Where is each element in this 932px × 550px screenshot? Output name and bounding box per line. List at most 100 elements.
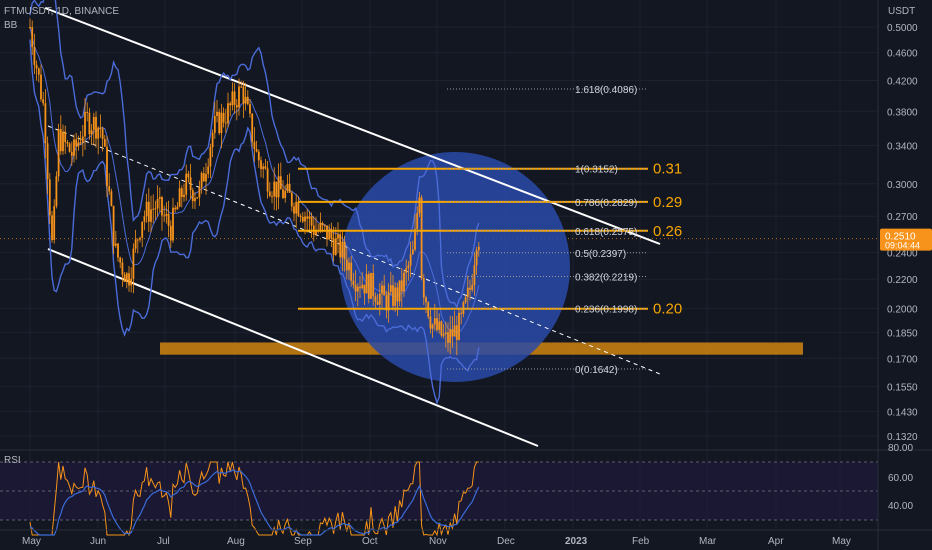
candle-body	[213, 116, 216, 133]
candle-body	[200, 173, 203, 188]
level-label-2: 0.26	[653, 223, 682, 240]
time-tick-5: Oct	[362, 536, 378, 547]
candle-body	[299, 215, 302, 218]
time-axis[interactable]: May Jun Jul Aug Sep Oct Nov Dec 2023 Feb Mar Apr May	[0, 529, 932, 547]
candle-body	[48, 179, 51, 216]
candle-body	[90, 130, 93, 135]
candle-body	[44, 103, 47, 144]
candle-body	[310, 216, 313, 226]
rsi-line	[29, 461, 479, 537]
price-badge-bg	[880, 228, 932, 251]
candle-body	[323, 225, 326, 227]
time-tick-10: Mar	[699, 536, 717, 547]
candle-body	[372, 272, 375, 297]
candle-body	[414, 229, 416, 250]
channel-upper	[44, 7, 661, 245]
candle-body	[405, 268, 408, 273]
candle-body	[451, 329, 454, 337]
candle-body	[422, 278, 425, 298]
candle-body	[469, 287, 471, 290]
candle-body	[46, 143, 49, 180]
candle-body	[55, 176, 58, 207]
candle-body	[211, 132, 214, 148]
price-tick-10: 0.1850	[887, 328, 918, 339]
candle-body	[132, 248, 135, 279]
level-label-3: 0.20	[653, 301, 682, 318]
candle-body	[385, 295, 388, 311]
candle-body	[365, 274, 368, 294]
candles	[29, 18, 480, 356]
price-tick-3: 0.3800	[887, 107, 918, 118]
candle-body	[224, 122, 227, 124]
candle-body	[62, 131, 64, 152]
bb-lower	[29, 39, 480, 405]
candle-body	[400, 280, 403, 292]
candle-body	[257, 151, 260, 161]
rsi-tick-2: 40.00	[888, 501, 913, 512]
price-tick-4: 0.3400	[887, 141, 918, 152]
candle-body	[130, 278, 133, 286]
candle-body	[29, 27, 31, 28]
candle-body	[37, 68, 40, 75]
candle-body	[202, 173, 205, 182]
price-axis[interactable]: 0.5000 0.4600 0.4200 0.3800 0.3400 0.3000 0.27…	[877, 0, 918, 550]
candle-body	[383, 285, 386, 296]
rsi-indicator-label[interactable]: RSI	[4, 455, 21, 466]
candle-body	[416, 213, 419, 230]
price-tick-5: 0.3000	[887, 180, 918, 191]
candle-body	[158, 197, 161, 199]
candle-body	[471, 285, 474, 290]
candle-body	[57, 129, 60, 177]
fib-label-4: 0.5(0.2397)	[575, 249, 626, 260]
candle-body	[387, 291, 390, 311]
candle-body	[253, 141, 256, 150]
candle-body	[321, 223, 324, 226]
bb-indicator-label[interactable]: BB	[4, 20, 18, 31]
candle-body	[92, 116, 95, 131]
candle-body	[420, 197, 423, 279]
candle-body	[64, 131, 67, 143]
candle-body	[42, 99, 45, 104]
candle-body	[361, 284, 364, 289]
symbol-title[interactable]: FTMUSDT, 1D, BINANCE	[4, 6, 120, 17]
candle-body	[370, 272, 372, 299]
candle-body	[81, 136, 84, 143]
price-tick-12: 0.1550	[887, 383, 918, 394]
candle-body	[442, 333, 445, 336]
candle-body	[359, 286, 361, 289]
price-tick-9: 0.2000	[887, 304, 918, 315]
candle-body	[187, 173, 190, 178]
candle-body	[453, 325, 456, 337]
candle-body	[207, 166, 210, 174]
candle-body	[218, 111, 221, 134]
time-tick-7: Dec	[497, 536, 515, 547]
candle-body	[233, 91, 236, 105]
candle-body	[271, 195, 273, 197]
fib-label-5: 0.382(0.2219)	[575, 272, 637, 283]
price-tick-14: 0.1320	[887, 432, 918, 443]
candle-body	[255, 149, 258, 152]
time-tick-1: Jun	[90, 536, 106, 547]
candle-body	[121, 262, 124, 275]
candle-body	[326, 225, 328, 240]
candle-body	[134, 239, 137, 249]
candle-body	[337, 234, 339, 239]
candle-body	[136, 239, 139, 241]
candle-body	[79, 142, 82, 144]
candle-body	[117, 243, 119, 258]
candle-body	[455, 325, 458, 340]
candle-body	[403, 272, 405, 292]
fib-retracement[interactable]: 1.618(0.4086) 1(0.3152) 0.786(0.2829) 0.618…	[447, 85, 648, 376]
candle-body	[88, 112, 91, 135]
candle-body	[154, 208, 157, 210]
candle-body	[244, 96, 247, 104]
candle-body	[301, 217, 304, 222]
candle-body	[396, 287, 399, 302]
candle-body	[235, 104, 238, 108]
candle-body	[231, 91, 234, 106]
candle-body	[68, 143, 71, 152]
candle-body	[308, 216, 311, 219]
candle-body	[411, 249, 414, 255]
candle-body	[176, 206, 179, 210]
